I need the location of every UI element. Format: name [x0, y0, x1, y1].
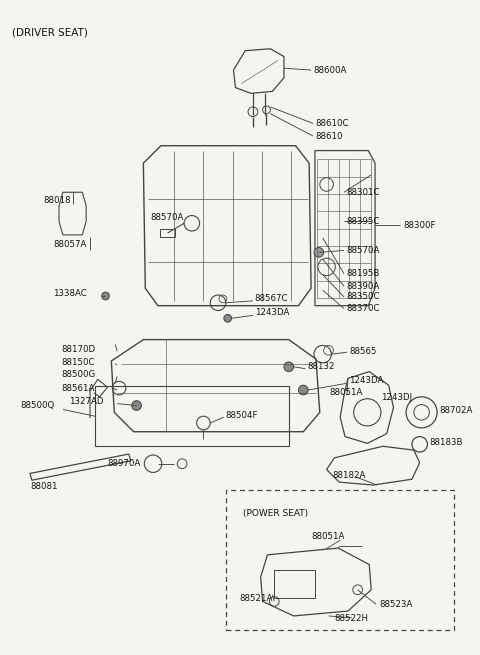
Text: 88610C: 88610C [315, 119, 348, 128]
Text: 88610: 88610 [315, 132, 342, 141]
Text: 88521A: 88521A [240, 594, 273, 603]
Text: 88565: 88565 [349, 346, 376, 356]
Text: 88182A: 88182A [333, 471, 366, 480]
Bar [95, 386, 289, 446]
Text: 1327AD: 1327AD [69, 397, 103, 406]
Text: 88570A: 88570A [150, 213, 183, 222]
Text: 88504F: 88504F [226, 411, 258, 420]
Bar [226, 490, 454, 631]
Text: 1243DA: 1243DA [255, 308, 289, 317]
Text: 88170D: 88170D [61, 345, 95, 354]
Text: 88702A: 88702A [439, 406, 472, 415]
Text: 88132: 88132 [307, 362, 335, 371]
Text: (POWER SEAT): (POWER SEAT) [243, 510, 308, 518]
Circle shape [102, 292, 109, 300]
Text: (DRIVER SEAT): (DRIVER SEAT) [12, 28, 88, 37]
Text: 88390A: 88390A [346, 282, 379, 291]
Text: 1338AC: 1338AC [53, 289, 87, 297]
Text: 88051A: 88051A [311, 532, 345, 541]
Text: 88561A: 88561A [61, 384, 95, 392]
Text: 88370C: 88370C [346, 304, 380, 313]
Circle shape [299, 385, 308, 395]
Text: 1243DA: 1243DA [349, 376, 383, 385]
Text: 88500Q: 88500Q [20, 401, 54, 410]
Circle shape [284, 362, 294, 371]
Text: 88970A: 88970A [108, 459, 141, 468]
Text: 88395C: 88395C [346, 217, 379, 226]
Bar [274, 571, 315, 597]
Circle shape [224, 314, 231, 322]
Text: 88523A: 88523A [379, 600, 412, 608]
Text: 88522H: 88522H [335, 614, 368, 624]
Text: 88150C: 88150C [61, 358, 95, 367]
Text: 88350C: 88350C [346, 293, 380, 301]
Text: 88300F: 88300F [403, 221, 436, 230]
Text: 88081: 88081 [30, 483, 58, 491]
Circle shape [132, 401, 142, 411]
Text: 88301C: 88301C [346, 188, 380, 196]
Text: 88567C: 88567C [255, 294, 288, 303]
Text: 88018: 88018 [44, 195, 71, 204]
Text: 88183B: 88183B [430, 438, 463, 447]
Text: 88500G: 88500G [61, 370, 95, 379]
Circle shape [314, 248, 324, 257]
Text: 88600A: 88600A [313, 66, 347, 75]
Bar [160, 229, 175, 237]
Text: 1243DJ: 1243DJ [381, 393, 412, 402]
Text: 88051A: 88051A [329, 388, 363, 398]
Text: 88570A: 88570A [346, 246, 379, 255]
Text: 88195B: 88195B [346, 269, 379, 278]
Text: 88057A: 88057A [53, 240, 86, 249]
